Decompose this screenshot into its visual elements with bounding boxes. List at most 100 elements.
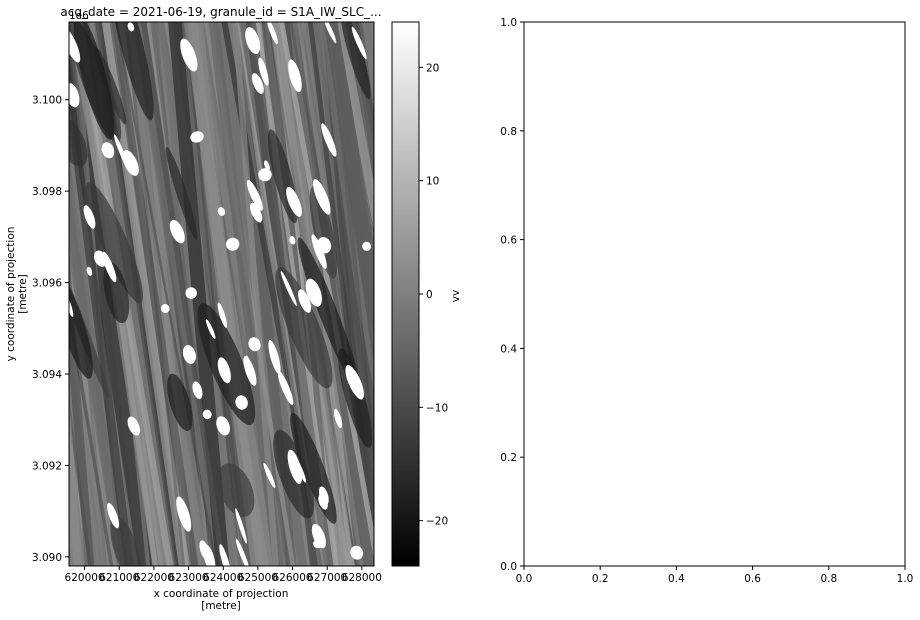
nodata-patch [318,494,328,510]
y-offset-label: 1e6 [69,10,89,22]
right-x-tick-label: 0.2 [592,573,609,585]
texture-stripe [69,299,114,566]
nodata-patch [345,365,364,400]
colorbar-tick-label: 20 [426,62,439,74]
nodata-patch [287,449,303,485]
y-tick-label: 3.092 [32,460,62,472]
nodata-patch [161,304,170,314]
colorbar-tick-label: −10 [426,402,448,414]
nodata-patch [202,409,212,420]
nodata-patch [311,234,327,269]
y-tick-label: 3.098 [32,186,62,198]
texture-stripe [323,22,374,367]
texture-dark-region [69,274,93,379]
right-x-tick-label: 0.0 [516,573,533,585]
nodata-patch [93,250,107,267]
right-x-tick-label: 1.0 [897,573,914,585]
texture-dark-region [167,373,193,432]
texture-dark-region [340,22,371,100]
nodata-patch [248,337,261,352]
nodata-patch [199,540,210,560]
nodata-patch [235,508,247,544]
texture-stripe [329,22,374,286]
nodata-patch [258,57,269,86]
right-y-tick-label: 0.6 [500,235,517,247]
nodata-patch [350,545,364,560]
nodata-patch [83,205,96,229]
right-y-tick-label: 1.0 [500,17,517,29]
heatmap-texture [69,22,374,566]
nodata-patch [263,462,276,489]
nodata-patch [351,26,367,60]
nodata-patch [258,168,272,182]
nodata-patch [217,302,228,328]
texture-stripe [69,511,74,566]
x-tick-label: 626000 [273,572,313,584]
texture-stripe [289,22,374,496]
nodata-patch [286,186,302,217]
nodata-patch [313,538,326,549]
texture-stripe [184,22,264,566]
nodata-patches [69,22,372,566]
nodata-patch [176,496,192,532]
nodata-patch [192,381,203,400]
nodata-patch [69,83,80,108]
texture-dark-region [103,262,130,324]
y-tick-label: 3.096 [32,278,62,290]
x-tick-label: 628000 [342,572,382,584]
x-tick-label: 620000 [65,572,105,584]
x-tick-label: 627000 [307,572,347,584]
texture-stripe [239,22,297,566]
texture-stripe [321,22,374,327]
texture-stripe [69,53,134,566]
texture-stripe [124,22,186,566]
nodata-patch [225,237,240,251]
texture-stripe [367,22,374,71]
nodata-patch [86,266,93,276]
texture-dark-region [217,463,255,518]
left-plot: 6200006210006220006230006240006250006260… [5,5,382,612]
nodata-patch [245,355,255,381]
colorbar-tick-label: −20 [426,516,448,528]
texture-dark-region [69,116,88,167]
nodata-patch [182,345,196,364]
y-tick-label: 3.100 [32,95,62,107]
x-tick-label: 624000 [203,572,243,584]
nodata-patch [101,142,115,159]
texture-stripe [212,22,314,566]
x-tick-label: 623000 [169,572,209,584]
texture-stripe [69,391,82,566]
nodata-patch [180,38,198,72]
colorbar: −20 −10 0 10 20 vv [391,21,462,567]
nodata-patch [235,538,250,566]
right-y-tick-label: 0.4 [500,343,517,355]
nodata-patch [127,22,135,32]
nodata-patch [305,278,322,307]
nodata-patch [268,339,281,374]
left-plot-title: acq_date = 2021-06-19, granule_id = S1A_… [60,5,381,19]
colorbar-label: vv [450,290,462,302]
heatmap-image [69,22,374,566]
y-axis-ticks: 3.090 3.092 3.094 3.096 3.098 3.100 [32,95,69,564]
right-y-tick-label: 0.2 [500,452,517,464]
texture-dark-region [275,267,333,389]
nodata-patch [289,236,296,245]
texture-stripe [168,22,230,566]
y-axis-label: y coordinate of projection[metre] [5,227,29,362]
right-x-tick-label: 0.6 [744,573,761,585]
texture-dark-region [107,22,154,121]
nodata-patch [246,179,263,211]
nodata-patch [169,219,185,244]
nodata-patch [217,207,226,216]
texture-dark-region [297,237,361,392]
nodata-patch [334,408,343,429]
texture-dark-region [309,185,338,279]
nodata-patch [185,287,197,299]
colorbar-tick-label: 0 [426,289,433,301]
nodata-patch [190,131,204,143]
right-x-tick-label: 0.4 [668,573,685,585]
nodata-patch [280,270,297,307]
nodata-patch [277,371,294,405]
colorbar-fill [392,22,419,566]
